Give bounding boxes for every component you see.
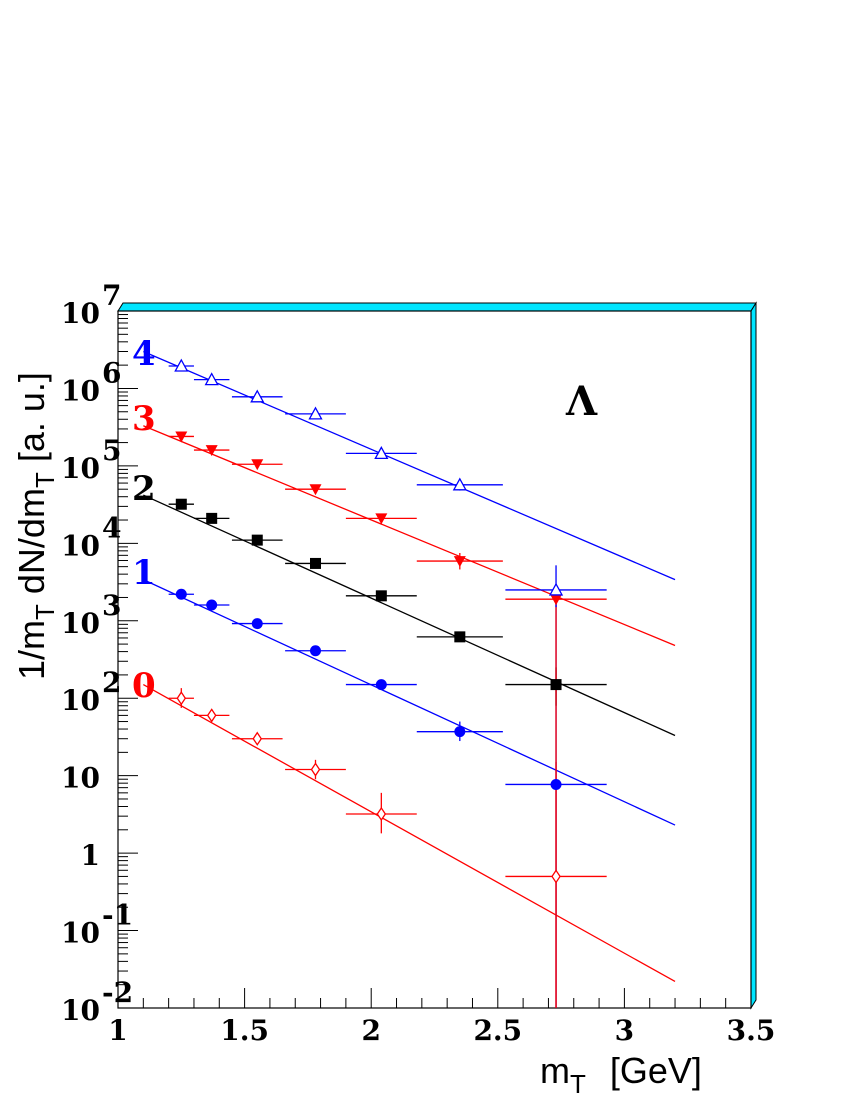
- point-2-3: [309, 557, 321, 569]
- particle-label: Λ: [565, 378, 598, 425]
- point-4-3: [308, 406, 323, 420]
- data-markers: [174, 358, 564, 884]
- y-tick-label-4: 10: [61, 684, 100, 717]
- fit-lines: [143, 350, 676, 983]
- x-tick-label-1: 1.5: [220, 1014, 269, 1047]
- y-tick-exponent-4: 2: [102, 666, 121, 699]
- point-0-2: [252, 731, 263, 746]
- y-tick-exponent-7: 5: [102, 434, 121, 467]
- point-1-5: [454, 726, 466, 738]
- fit-line-2: [143, 494, 676, 737]
- y-tick-label-3: 10: [61, 762, 100, 795]
- y-tick-exponent-8: 6: [102, 356, 121, 389]
- y-tick-label-6: 10: [61, 529, 100, 562]
- point-1-3: [309, 645, 321, 657]
- x-tick-label-0: 1: [108, 1014, 127, 1047]
- x-axis-title: mT [GeV]: [540, 1050, 702, 1099]
- y-tick-label-2: 1: [81, 839, 100, 872]
- y-tick-label-7: 10: [61, 452, 100, 485]
- frame-top-shade: [117, 302, 757, 312]
- point-0-0: [176, 691, 187, 706]
- fit-line-0: [143, 684, 676, 983]
- fit-line-4: [143, 350, 676, 581]
- point-2-4: [375, 590, 387, 602]
- point-1-4: [375, 679, 387, 691]
- axis-ticks: 1 1.5 2 2.5 3 3.510-210-111010210310410510610…: [61, 279, 775, 1047]
- series-label-2: 2: [132, 469, 156, 509]
- point-4-0: [174, 358, 189, 372]
- series-label-4: 4: [132, 334, 156, 374]
- x-tick-label-4: 3: [615, 1014, 634, 1047]
- x-tick-label-2: 2: [361, 1014, 380, 1047]
- point-4-5: [452, 477, 467, 491]
- point-3-4: [375, 513, 388, 525]
- y-tick-label-0: 10: [61, 994, 100, 1027]
- y-tick-exponent-1: -1: [102, 899, 133, 932]
- series-label-3: 3: [132, 399, 156, 439]
- point-1-1: [206, 599, 218, 611]
- point-4-2: [250, 389, 265, 403]
- frame-right-shade: [750, 301, 757, 1010]
- series-label-0: 0: [132, 666, 156, 706]
- point-3-2: [251, 459, 264, 471]
- y-tick-label-5: 10: [61, 607, 100, 640]
- y-tick-exponent-6: 4: [102, 511, 121, 544]
- point-4-4: [374, 446, 389, 460]
- plot-frame: [117, 310, 752, 1009]
- point-3-3: [309, 484, 322, 496]
- y-tick-exponent-0: -2: [102, 976, 133, 1009]
- point-4-6: [548, 582, 564, 596]
- series-label-1: 1: [132, 553, 156, 593]
- fit-line-3: [143, 425, 676, 647]
- point-0-5: [551, 869, 561, 884]
- point-2-5: [454, 631, 466, 643]
- point-1-6: [550, 778, 562, 790]
- point-0-1: [206, 708, 217, 723]
- point-2-2: [251, 534, 263, 546]
- point-3-1: [205, 445, 218, 457]
- y-tick-label-9: 10: [61, 297, 100, 330]
- point-2-6: [550, 679, 562, 691]
- y-tick-exponent-9: 7: [102, 279, 121, 312]
- y-tick-exponent-5: 3: [102, 589, 121, 622]
- point-0-3: [310, 762, 321, 777]
- y-tick-label-8: 10: [61, 374, 100, 407]
- point-2-1: [206, 512, 218, 524]
- point-3-6: [550, 594, 563, 606]
- x-tick-label-3: 2.5: [473, 1014, 522, 1047]
- point-1-2: [251, 618, 263, 630]
- x-tick-label-5: 3.5: [727, 1014, 776, 1047]
- point-3-0: [175, 431, 188, 443]
- point-4-1: [204, 372, 219, 386]
- y-tick-label-1: 10: [61, 917, 100, 950]
- y-axis-title: 1/mT dN/dmT [a. u.]: [11, 372, 60, 680]
- point-0-4: [376, 806, 387, 822]
- point-3-5: [453, 556, 466, 568]
- point-1-0: [175, 588, 187, 600]
- point-2-0: [175, 498, 187, 510]
